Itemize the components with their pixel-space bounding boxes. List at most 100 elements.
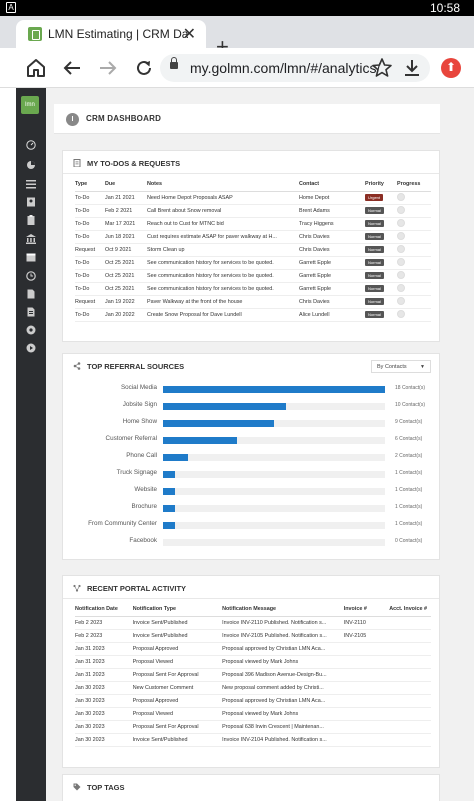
- todo-priority: Normal: [365, 230, 397, 244]
- referral-bar[interactable]: [163, 522, 176, 529]
- table-row[interactable]: Jan 31 2023 Proposal Sent For Approval Pro…: [75, 668, 431, 682]
- portal-column-header[interactable]: Notification Message: [222, 602, 344, 617]
- referral-bar-row[interactable]: Social Media 18 Contact(s): [63, 381, 441, 398]
- referral-bar-row[interactable]: Truck Signage 1 Contact(s): [63, 466, 441, 483]
- bookmark-star-icon[interactable]: [370, 56, 394, 80]
- referral-bar-row[interactable]: Customer Referral 6 Contact(s): [63, 432, 441, 449]
- table-row[interactable]: Jan 30 2023 Proposal Viewed Proposal viewe…: [75, 707, 431, 721]
- referral-bar-row[interactable]: Website 1 Contact(s): [63, 483, 441, 500]
- todo-contact: Garrett Epple: [299, 282, 365, 296]
- todo-notes: Cust requires estimate ASAP for paver wa…: [147, 230, 299, 244]
- referral-bar-row[interactable]: Jobsite Sign 10 Contact(s): [63, 398, 441, 415]
- referral-bar[interactable]: [163, 437, 237, 444]
- todo-contact: Garrett Epple: [299, 269, 365, 283]
- play-circle-icon[interactable]: [26, 343, 36, 353]
- todo-progress: [397, 243, 431, 257]
- todos-column-header[interactable]: Type: [75, 177, 105, 192]
- back-arrow-icon[interactable]: [60, 56, 84, 80]
- portal-date: Jan 31 2023: [75, 655, 133, 669]
- portal-column-header[interactable]: Notification Type: [132, 602, 223, 617]
- table-row[interactable]: To-Do Mar 17 2021 Reach out to Cust for MT…: [75, 217, 431, 231]
- todo-due: Jun 18 2021: [105, 230, 147, 244]
- update-alert-icon[interactable]: ⬆: [441, 58, 461, 78]
- reload-icon[interactable]: [132, 56, 156, 80]
- referral-bar-row[interactable]: Brochure 1 Contact(s): [63, 500, 441, 517]
- referral-bar-row[interactable]: Facebook 0 Contact(s): [63, 534, 441, 551]
- referral-source-label: Brochure: [131, 503, 157, 510]
- page-scrollbar[interactable]: [464, 88, 474, 801]
- clock-icon[interactable]: [26, 271, 36, 281]
- clipboard-icon[interactable]: [26, 215, 36, 225]
- table-row[interactable]: Request Oct 9 2021 Storm Clean up Chris Dav…: [75, 243, 431, 257]
- portal-column-header[interactable]: Invoice #: [343, 602, 390, 617]
- todos-column-header[interactable]: Priority: [365, 177, 397, 192]
- portal-invoice: [343, 720, 390, 734]
- contact-card-icon[interactable]: [26, 197, 36, 207]
- referral-bar-row[interactable]: Phone Call 2 Contact(s): [63, 449, 441, 466]
- referral-bar[interactable]: [163, 505, 176, 512]
- lmn-logo[interactable]: lmn: [21, 96, 39, 114]
- todos-column-header[interactable]: Due: [105, 177, 147, 192]
- table-row[interactable]: Jan 30 2023 Proposal Approved Proposal app…: [75, 694, 431, 708]
- table-row[interactable]: To-Do Oct 25 2021 See communication histor…: [75, 269, 431, 283]
- table-row[interactable]: Jan 30 2023 Invoice Sent/Published Invoice…: [75, 733, 431, 747]
- speedometer-icon[interactable]: [26, 140, 36, 150]
- todos-column-header[interactable]: Progress: [397, 177, 431, 192]
- bank-icon[interactable]: [26, 234, 36, 244]
- referral-bar[interactable]: [163, 403, 287, 410]
- table-row[interactable]: Feb 2 2023 Invoice Sent/Published Invoice …: [75, 616, 431, 630]
- forward-arrow-icon[interactable]: [96, 56, 120, 80]
- todos-column-header[interactable]: Contact: [299, 177, 365, 192]
- table-row[interactable]: Jan 31 2023 Proposal Viewed Proposal viewe…: [75, 655, 431, 669]
- referral-bar[interactable]: [163, 420, 274, 427]
- todo-type: To-Do: [75, 282, 105, 296]
- table-row[interactable]: To-Do Jan 20 2022 Create Snow Proposal for…: [75, 308, 431, 322]
- portal-acct: [389, 629, 431, 643]
- referral-metric-dropdown[interactable]: By Contacts ▼: [371, 360, 431, 373]
- table-row[interactable]: To-Do Jan 21 2021 Need Home Depot Proposal…: [75, 191, 431, 205]
- settings-gear-icon[interactable]: [26, 325, 36, 335]
- referral-bar-track: [163, 488, 385, 495]
- todos-column-header[interactable]: Notes: [147, 177, 299, 192]
- priority-badge: Normal: [365, 233, 384, 240]
- table-row[interactable]: Request Jan 19 2022 Paver Walkway at the f…: [75, 295, 431, 309]
- table-row[interactable]: To-Do Jun 18 2021 Cust requires estimate A…: [75, 230, 431, 244]
- portal-type: Invoice Sent/Published: [132, 616, 223, 630]
- referral-bar[interactable]: [163, 471, 176, 478]
- download-icon[interactable]: [400, 56, 424, 80]
- todo-due: Oct 9 2021: [105, 243, 147, 257]
- lmn-favicon-icon: [28, 27, 42, 41]
- todo-type: To-Do: [75, 204, 105, 218]
- referral-bar[interactable]: [163, 454, 188, 461]
- referral-bar[interactable]: [163, 386, 385, 393]
- todo-due: Feb 2 2021: [105, 204, 147, 218]
- address-bar[interactable]: my.golmn.com/lmn/#/analytics/: [160, 54, 430, 82]
- browser-tab[interactable]: LMN Estimating | CRM Dashb ✕: [16, 20, 206, 48]
- referral-bar[interactable]: [163, 488, 176, 495]
- referral-bar-row[interactable]: Home Show 9 Contact(s): [63, 415, 441, 432]
- table-row[interactable]: Feb 2 2023 Invoice Sent/Published Invoice …: [75, 629, 431, 643]
- portal-column-header[interactable]: Notification Date: [75, 602, 133, 617]
- list-icon[interactable]: [26, 179, 36, 189]
- portal-acct: [389, 642, 431, 656]
- referral-bar-track: [163, 437, 385, 444]
- table-row[interactable]: Jan 30 2023 Proposal Sent For Approval Pro…: [75, 720, 431, 734]
- table-row[interactable]: Jan 31 2023 Proposal Approved Proposal app…: [75, 642, 431, 656]
- document-icon[interactable]: [26, 289, 36, 299]
- calendar-icon[interactable]: [26, 252, 36, 262]
- portal-invoice: [343, 694, 390, 708]
- table-row[interactable]: To-Do Oct 25 2021 See communication histor…: [75, 282, 431, 296]
- portal-column-header[interactable]: Acct. Invoice #: [389, 602, 431, 617]
- close-tab-icon[interactable]: ✕: [182, 26, 196, 43]
- table-row[interactable]: To-Do Feb 2 2021 Call Brent about Snow rem…: [75, 204, 431, 218]
- portal-card-title: RECENT PORTAL ACTIVITY: [73, 584, 186, 593]
- todo-due: Mar 17 2021: [105, 217, 147, 231]
- referral-bar-row[interactable]: From Community Center 1 Contact(s): [63, 517, 441, 534]
- home-icon[interactable]: [24, 56, 48, 80]
- todo-notes: Create Snow Proposal for Dave Lundell: [147, 308, 299, 322]
- table-row[interactable]: Jan 30 2023 New Customer Comment New propo…: [75, 681, 431, 695]
- pie-chart-icon[interactable]: [26, 160, 36, 170]
- priority-badge: Normal: [365, 220, 384, 227]
- file-icon[interactable]: [26, 307, 36, 317]
- table-row[interactable]: To-Do Oct 25 2021 See communication histor…: [75, 256, 431, 270]
